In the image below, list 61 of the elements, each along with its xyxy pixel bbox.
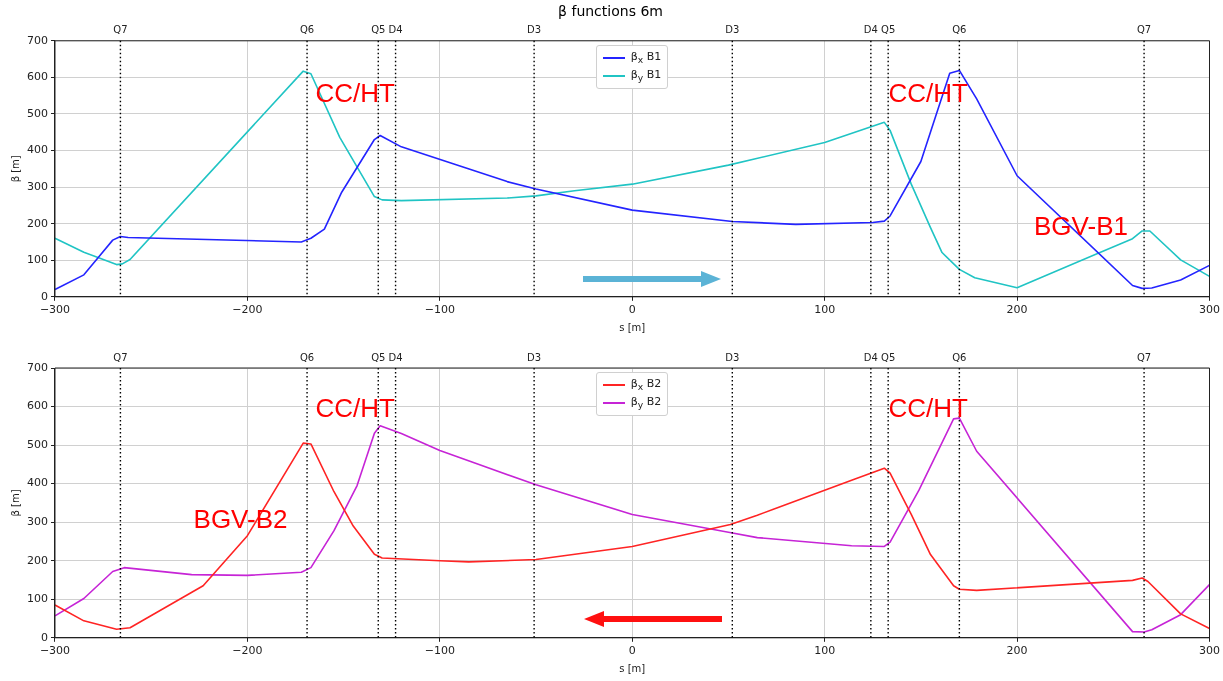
y-tick-label: 0	[41, 630, 48, 644]
x-tick-label: 200	[1006, 303, 1028, 317]
y-tick-label: 700	[27, 33, 48, 47]
legend-label: β$_{x}$ B1	[630, 48, 662, 67]
x-axis-title: s [m]	[619, 321, 646, 333]
y-tick-label: 100	[27, 253, 48, 267]
ref-line-label: Q6	[952, 24, 967, 36]
y-tick-label: 400	[27, 476, 48, 490]
x-tick-label: −100	[424, 644, 455, 658]
ref-line-label: Q6	[952, 351, 967, 363]
ref-line-label: Q7	[1136, 24, 1152, 36]
y-tick-label: 100	[27, 592, 48, 606]
y-tick-label: 0	[41, 289, 48, 303]
y-axis-title: β [m]	[9, 155, 21, 183]
ref-line-label: D3	[527, 351, 542, 363]
ref-line-label: Q6	[299, 24, 315, 36]
annotation: CC/HT	[315, 393, 396, 424]
legend-label: β$_{x}$ B2	[630, 376, 662, 395]
y-tick-label: 200	[27, 553, 48, 567]
annotation: CC/HT	[888, 393, 969, 424]
x-tick-label: 100	[814, 303, 836, 317]
ref-line-label: Q5	[371, 351, 386, 363]
ref-line-label: D3	[527, 24, 542, 36]
x-tick-label: 300	[1199, 644, 1220, 658]
x-tick-label: 0	[628, 644, 636, 658]
y-tick-label: 200	[27, 216, 48, 230]
x-tick-label: −300	[39, 644, 71, 658]
x-tick-label: 300	[1199, 303, 1220, 317]
ref-line-label: Q7	[1136, 351, 1152, 363]
ref-line-label: D3	[725, 24, 740, 36]
x-tick-label: −200	[232, 303, 263, 317]
legend-label: β$_{y}$ B1	[630, 67, 662, 86]
x-tick-label: −300	[39, 303, 71, 317]
ref-line-label: D4	[388, 24, 403, 36]
ref-line-label: D4	[863, 24, 878, 36]
y-tick-label: 500	[27, 106, 48, 120]
ref-line-label: D4	[863, 351, 878, 363]
x-tick-label: 200	[1006, 644, 1028, 658]
ref-line-label: Q7	[113, 24, 128, 36]
x-tick-label: 100	[814, 644, 836, 658]
chart-title: β functions 6m	[558, 3, 663, 20]
y-tick-label: 600	[27, 70, 48, 84]
ref-line-label: Q5	[881, 351, 896, 363]
x-tick-label: 0	[628, 303, 636, 317]
ref-line-label: Q6	[299, 351, 315, 363]
ref-line-label: Q5	[371, 24, 386, 36]
x-tick-label: −100	[424, 303, 455, 317]
y-tick-label: 400	[27, 143, 48, 157]
ref-line-label: D3	[725, 351, 740, 363]
y-tick-label: 700	[27, 360, 48, 374]
ref-line-label: D4	[388, 351, 403, 363]
y-tick-label: 600	[27, 399, 48, 413]
x-axis-title: s [m]	[619, 662, 646, 674]
y-tick-label: 300	[27, 179, 48, 193]
y-tick-label: 300	[27, 515, 48, 529]
y-axis-title: β [m]	[9, 489, 21, 517]
y-tick-label: 500	[27, 437, 48, 451]
legend-label: β$_{y}$ B2	[630, 394, 662, 413]
x-tick-label: −200	[232, 644, 263, 658]
ref-line-label: Q7	[113, 351, 128, 363]
ref-line-label: Q5	[881, 24, 896, 36]
